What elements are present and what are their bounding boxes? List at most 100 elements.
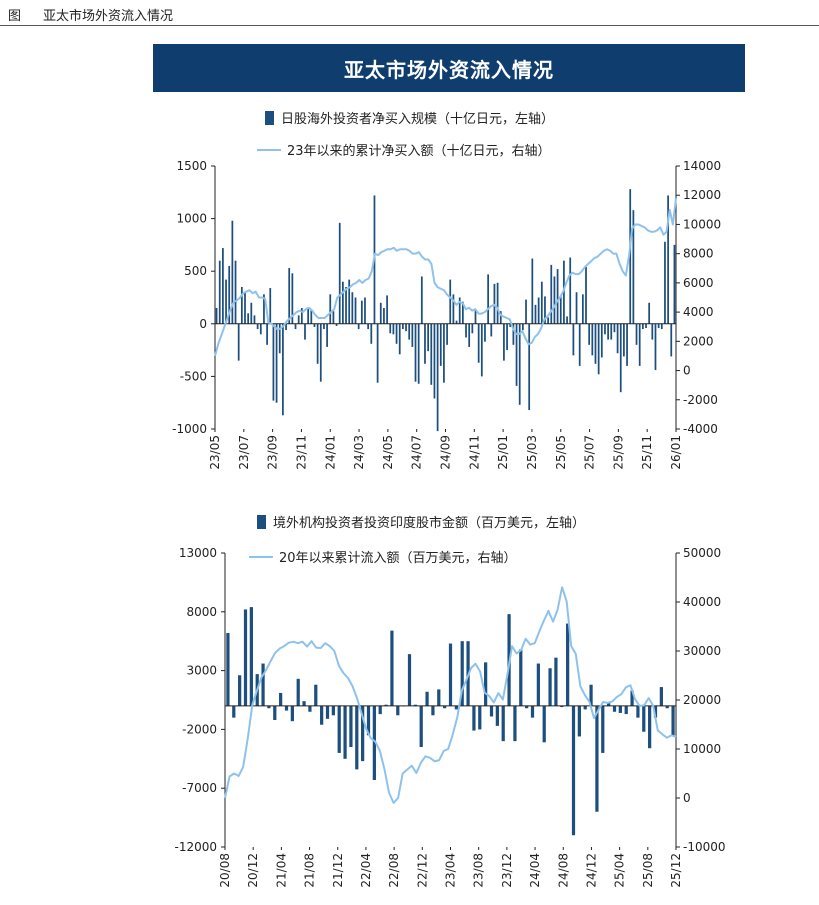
bar — [595, 705, 599, 812]
bar — [300, 308, 303, 324]
bar — [329, 294, 332, 324]
bar — [425, 691, 429, 706]
bar — [630, 690, 634, 706]
bar — [519, 649, 523, 706]
bar — [468, 323, 471, 347]
bar — [443, 323, 445, 383]
bar — [342, 281, 344, 324]
bar — [417, 323, 420, 384]
bar — [540, 281, 543, 324]
right-tick-label: 30000 — [683, 644, 721, 658]
bar — [641, 323, 644, 330]
x-tick-label: 23/07 — [237, 435, 251, 470]
x-tick-label: 24/04 — [528, 853, 542, 888]
left-tick-label: 1000 — [176, 212, 207, 226]
bar — [493, 283, 496, 324]
x-tick-label: 24/05 — [381, 435, 395, 470]
bar — [550, 264, 553, 324]
bar — [513, 705, 517, 742]
bar — [458, 297, 461, 324]
bar — [439, 323, 442, 366]
x-tick-label: 24/08 — [556, 853, 570, 888]
bar — [626, 323, 628, 366]
bar — [657, 323, 660, 329]
bar — [237, 323, 240, 361]
bar — [335, 323, 338, 326]
bar — [455, 320, 458, 324]
bar — [238, 675, 242, 706]
caption-divider — [0, 25, 819, 26]
bar — [316, 323, 319, 364]
bar — [304, 323, 306, 340]
bar — [484, 323, 486, 342]
bar — [651, 323, 654, 340]
bar — [367, 323, 370, 330]
bar — [506, 323, 508, 351]
bar — [654, 323, 657, 371]
bar — [372, 705, 376, 780]
x-tick-label: 24/07 — [410, 435, 424, 470]
bar — [370, 323, 373, 344]
bar — [495, 705, 499, 726]
x-tick-label: 25/11 — [640, 435, 654, 470]
x-tick-label: 23/08 — [472, 853, 486, 888]
bar — [446, 323, 448, 345]
bar — [272, 323, 275, 401]
bar — [240, 286, 243, 324]
x-tick-label: 26/01 — [669, 435, 683, 470]
bar — [279, 692, 283, 706]
left-tick-label: 3000 — [186, 664, 217, 678]
bar — [673, 244, 676, 324]
bar — [638, 323, 641, 366]
bar — [390, 630, 394, 706]
bar — [448, 643, 453, 706]
bar — [547, 317, 549, 324]
bar — [323, 323, 325, 330]
banner-title: 亚太市场外资流入情况 — [153, 44, 745, 92]
bar — [232, 705, 236, 718]
bar — [338, 222, 341, 324]
bar — [642, 705, 646, 732]
bar — [571, 705, 576, 836]
bar — [618, 705, 622, 713]
bar — [478, 705, 482, 730]
bar — [560, 705, 564, 708]
bar — [282, 323, 284, 416]
bar — [489, 705, 494, 717]
x-tick-label: 21/08 — [303, 853, 317, 888]
bar — [253, 315, 256, 324]
bar — [307, 308, 310, 324]
bar — [474, 310, 477, 324]
bar — [653, 705, 658, 718]
legend-entry: 日股海外投资者净买入规模（十亿日元，左轴） — [281, 111, 554, 127]
bar — [349, 705, 353, 748]
bar — [544, 296, 546, 324]
x-tick-label: 25/12 — [669, 853, 683, 888]
bar — [348, 279, 351, 324]
bar — [405, 323, 407, 332]
bar — [314, 684, 318, 706]
bar — [284, 705, 289, 711]
bar — [296, 678, 300, 706]
bar — [267, 705, 271, 709]
bar — [402, 323, 404, 330]
bar — [231, 220, 234, 324]
left-tick-label: 13000 — [179, 546, 217, 560]
bar — [396, 705, 400, 716]
bar — [302, 701, 306, 706]
bar — [226, 632, 230, 706]
x-tick-label: 25/08 — [641, 853, 655, 888]
bar — [496, 282, 499, 324]
right-tick-label: 10000 — [683, 742, 721, 756]
left-tick-label: 1500 — [176, 159, 207, 173]
bar — [225, 279, 227, 324]
bar — [414, 323, 417, 382]
bar — [433, 323, 436, 399]
bar — [542, 705, 546, 743]
right-tick-label: -4000 — [683, 422, 718, 436]
bar — [278, 323, 281, 354]
bar — [629, 189, 632, 324]
right-tick-label: 8000 — [683, 247, 714, 261]
right-tick-label: 10000 — [683, 217, 721, 231]
bar — [591, 323, 594, 356]
